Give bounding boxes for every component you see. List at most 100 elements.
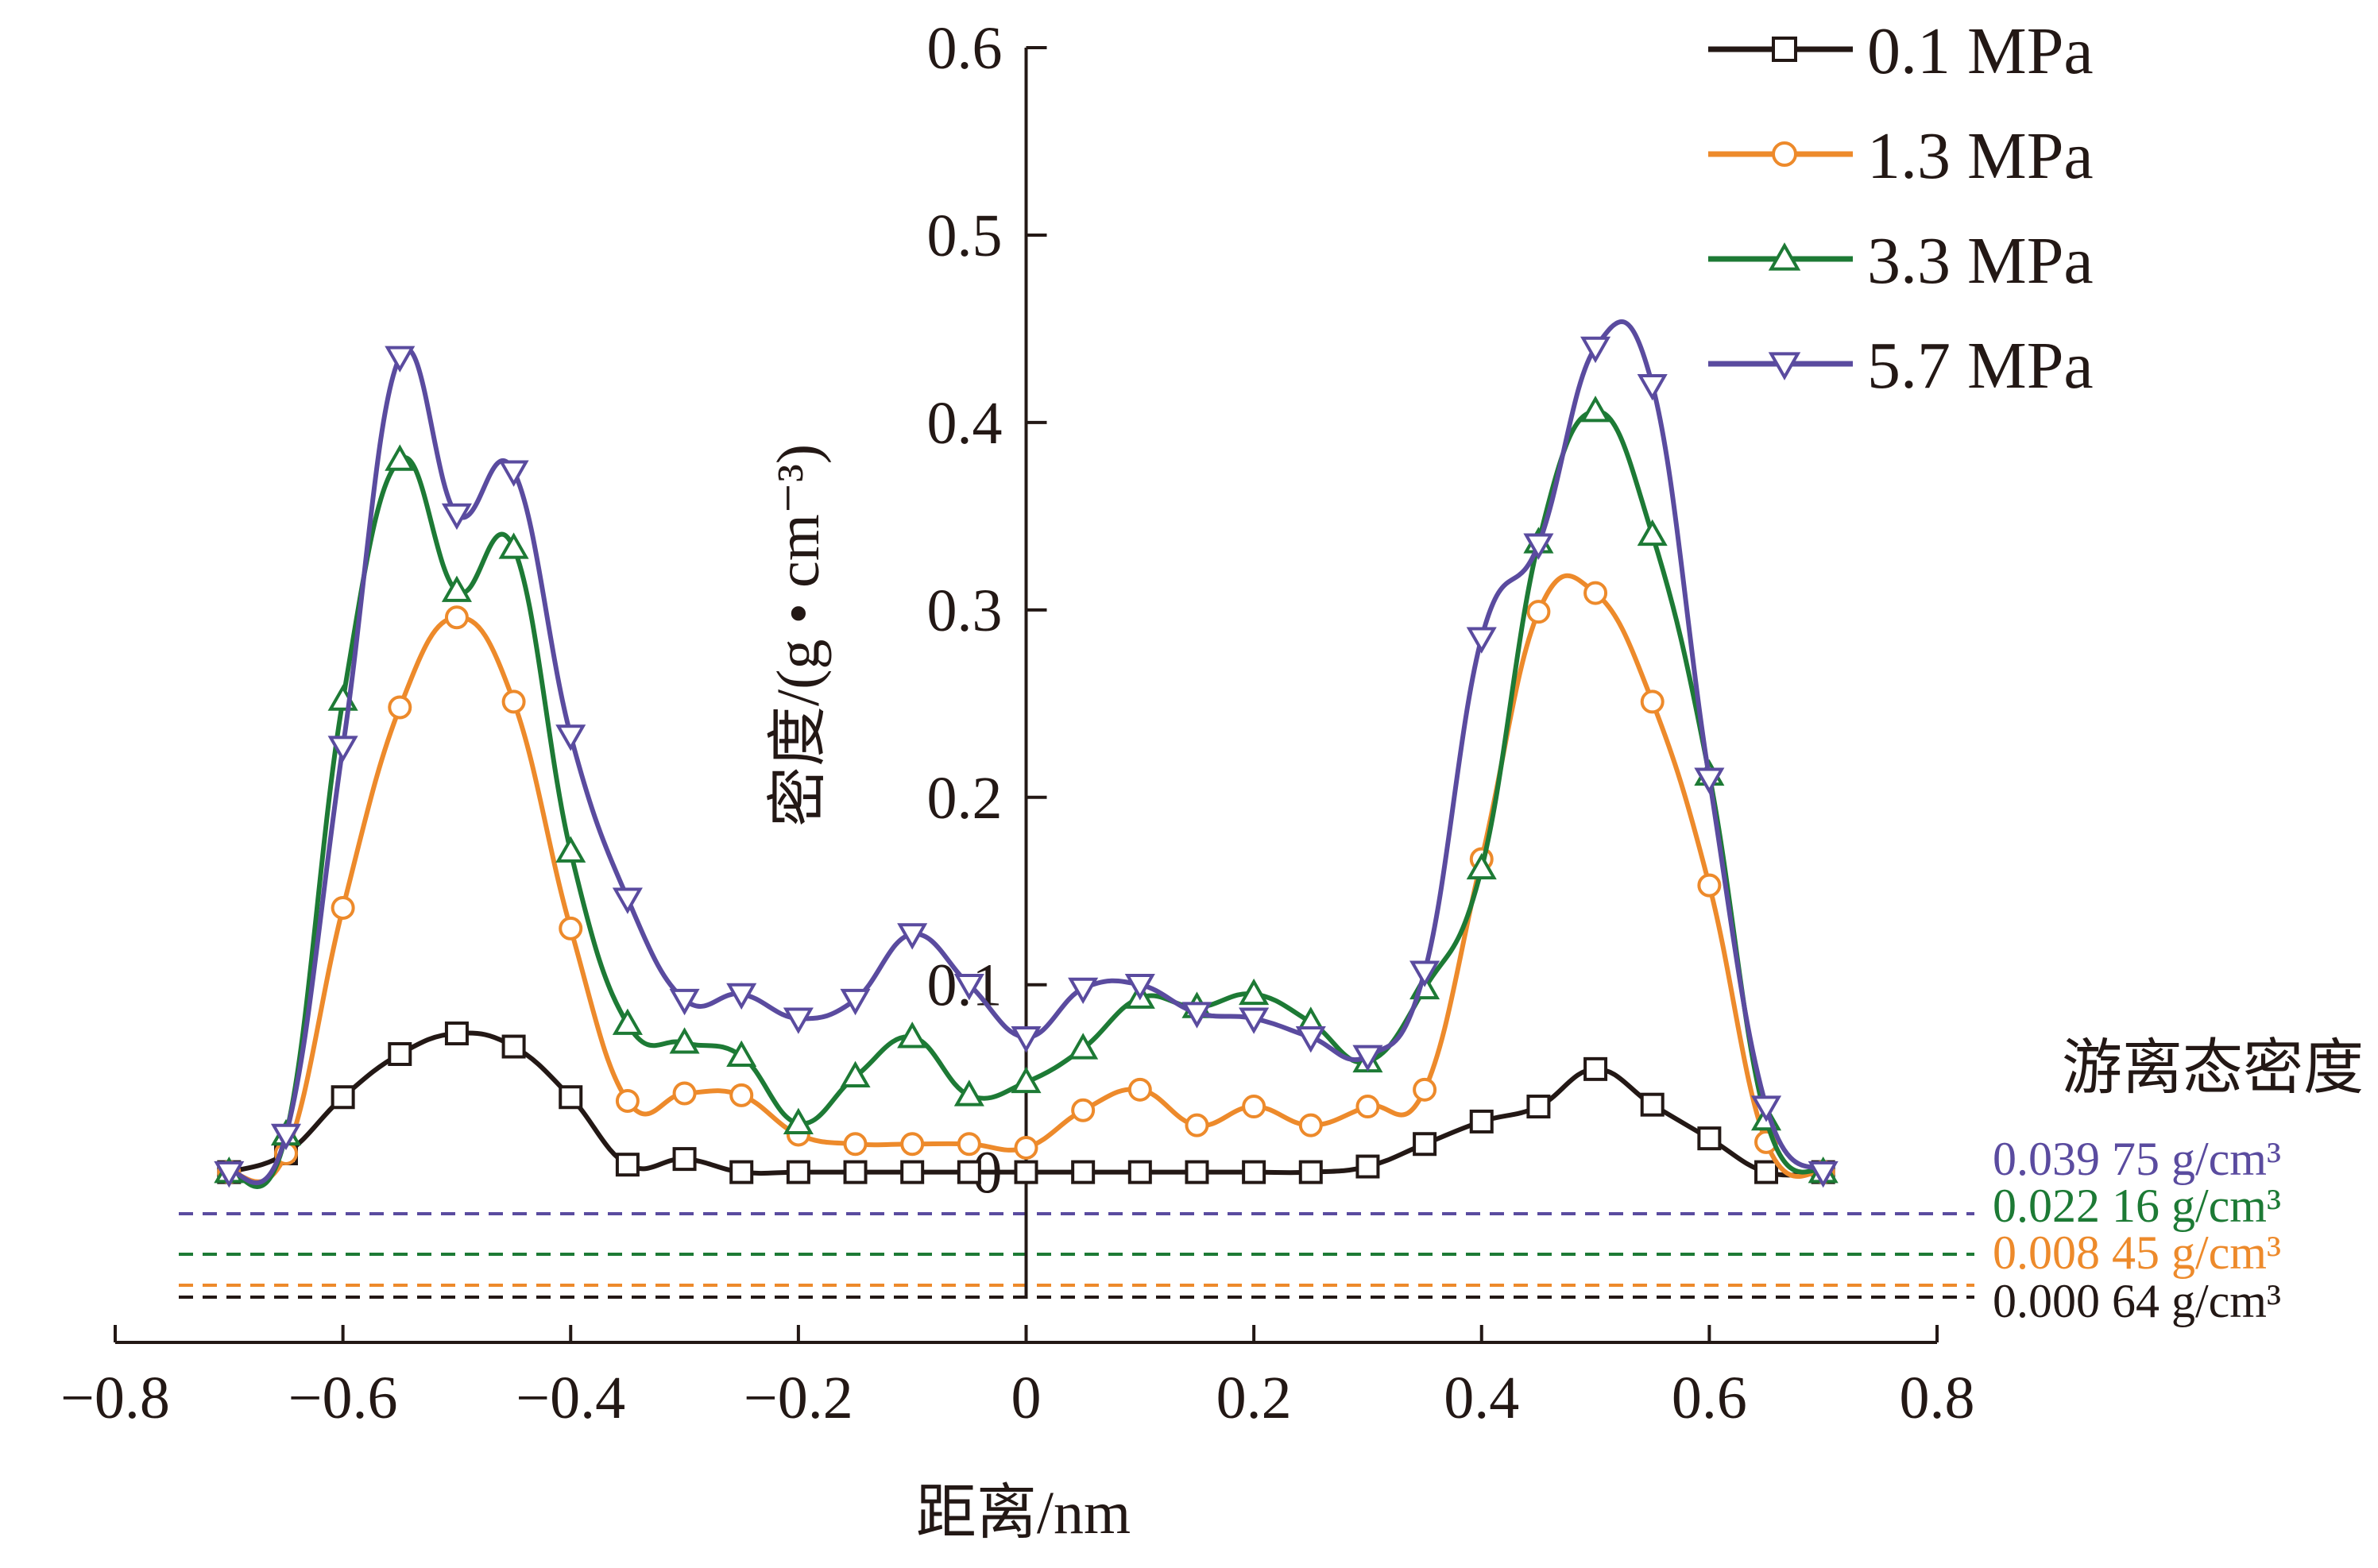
marker-circle [900, 1132, 925, 1157]
marker-triangle-down [1409, 960, 1440, 987]
marker-square [1127, 1160, 1152, 1184]
x-tick-label: 0 [1011, 1365, 1042, 1431]
legend-item: 0.1 MPa [1708, 14, 2094, 88]
marker-circle [1413, 1077, 1437, 1102]
marker-circle [957, 1132, 981, 1157]
free-density-label: 0.039 75 g/cm³ [1993, 1133, 2281, 1185]
marker-square [331, 1085, 355, 1110]
marker-triangle-down [783, 1007, 814, 1034]
marker-circle [1071, 1098, 1096, 1122]
marker-square [672, 1147, 697, 1172]
marker-circle [1640, 689, 1665, 714]
marker-square [1242, 1160, 1266, 1184]
marker-circle [388, 695, 412, 720]
marker-triangle-down [555, 724, 586, 751]
legend-label: 5.7 MPa [1867, 329, 2094, 403]
x-tick-label: −0.8 [60, 1365, 170, 1431]
marker-triangle-down [612, 887, 643, 914]
marker-triangle-down [897, 923, 928, 950]
marker-triangle-up [1580, 396, 1611, 423]
marker-triangle-down [1466, 627, 1497, 654]
marker-square [559, 1085, 583, 1110]
marker-circle [1355, 1095, 1380, 1119]
free-density-label: 0.022 16 g/cm³ [1993, 1180, 2281, 1232]
marker-triangle-down [726, 983, 757, 1010]
legend-item: 1.3 MPa [1708, 119, 2094, 193]
marker-triangle-up [1011, 1066, 1042, 1094]
marker-triangle-down [441, 503, 472, 531]
marker-square [900, 1160, 925, 1184]
marker-square [1772, 37, 1797, 62]
marker-triangle-up [1637, 519, 1668, 546]
x-tick-label: 0.4 [1444, 1365, 1519, 1431]
y-tick-label: 0.6 [927, 15, 1003, 82]
x-tick-label: −0.4 [516, 1365, 625, 1431]
marker-circle [1014, 1135, 1038, 1160]
marker-triangle-down [1295, 1026, 1326, 1053]
marker-circle [331, 895, 355, 920]
legend: 0.1 MPa 1.3 MPa 3.3 MPa 5.7 MPa [1708, 14, 2094, 403]
marker-triangle-down [1768, 352, 1801, 380]
marker-triangle-down [1637, 373, 1668, 401]
marker-triangle-up [555, 836, 586, 863]
y-tick-label: 0.4 [927, 390, 1003, 457]
x-tick-label: −0.6 [288, 1365, 398, 1431]
marker-square [786, 1160, 810, 1184]
marker-circle [672, 1081, 697, 1106]
legend-label: 1.3 MPa [1867, 119, 2094, 193]
marker-square [1413, 1132, 1437, 1157]
marker-triangle-up [612, 1008, 643, 1035]
x-tick-label: −0.2 [744, 1365, 853, 1431]
marker-circle [1583, 581, 1608, 605]
marker-triangle-down [385, 346, 416, 373]
marker-triangle-up [840, 1060, 871, 1087]
marker-triangle-down [498, 460, 529, 487]
y-axis: 00.10.20.30.40.50.6 [927, 15, 1047, 1299]
marker-square [843, 1160, 868, 1184]
marker-square [1640, 1092, 1665, 1117]
marker-square [1697, 1126, 1722, 1151]
marker-square [444, 1022, 469, 1046]
marker-triangle-down [1352, 1045, 1383, 1072]
marker-triangle-up [726, 1040, 757, 1068]
marker-triangle-down [1580, 336, 1611, 364]
y-axis-label: 密度/(g • cm⁻³) [765, 444, 832, 827]
marker-square [1185, 1160, 1209, 1184]
marker-square [388, 1041, 412, 1066]
marker-square [1526, 1095, 1551, 1119]
marker-triangle-up [669, 1027, 700, 1054]
y-tick-label: 0.5 [927, 203, 1003, 269]
marker-square [1014, 1160, 1038, 1184]
marker-triangle-up [1068, 1033, 1099, 1060]
y-tick-label: 0.2 [927, 765, 1003, 832]
marker-circle [843, 1132, 868, 1157]
marker-triangle-down [1808, 1161, 1839, 1188]
x-tick-label: 0.2 [1216, 1365, 1292, 1431]
marker-circle [615, 1088, 640, 1113]
marker-square [1754, 1160, 1779, 1184]
marker-triangle-up [441, 575, 472, 602]
marker-square [1469, 1109, 1494, 1134]
marker-triangle-down [1181, 1002, 1212, 1029]
marker-triangle-down [669, 988, 700, 1016]
marker-triangle-up [1239, 978, 1270, 1006]
marker-circle [1127, 1077, 1152, 1102]
marker-circle [1298, 1113, 1323, 1137]
legend-label: 0.1 MPa [1867, 14, 2094, 88]
x-tick-label: 0.6 [1672, 1365, 1747, 1431]
marker-circle [1526, 600, 1551, 624]
marker-triangle-down [270, 1123, 302, 1151]
x-axis: −0.8 −0.6 −0.4 −0.2 0 0.2 0.4 0.6 0.8 [60, 1325, 1975, 1431]
plot-area [214, 319, 1839, 1189]
series-5-7-mpa [214, 319, 1839, 1188]
marker-circle [1185, 1113, 1209, 1137]
marker-triangle-down [327, 736, 358, 763]
marker-triangle-down [1523, 533, 1554, 560]
marker-square [615, 1153, 640, 1177]
marker-triangle-down [953, 973, 984, 1001]
marker-circle [501, 689, 526, 714]
marker-triangle-down [1068, 977, 1099, 1005]
marker-circle [729, 1083, 754, 1107]
marker-square [957, 1160, 981, 1184]
